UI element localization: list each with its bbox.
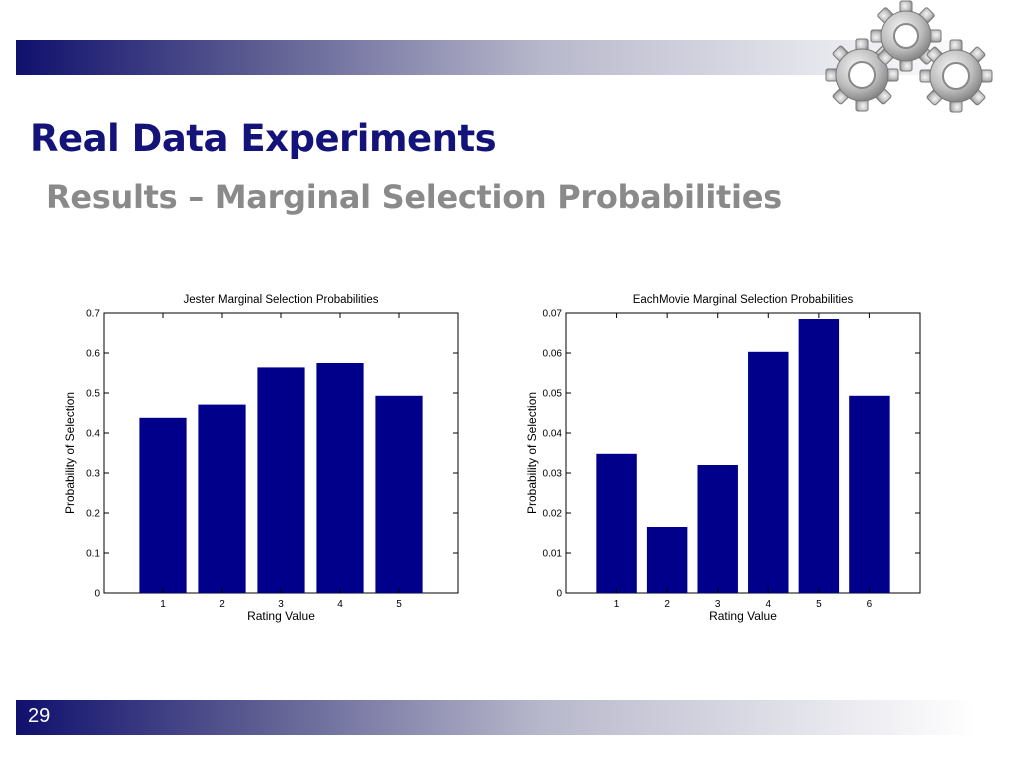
- y-tick-label: 0.01: [543, 549, 563, 560]
- x-tick-label: 3: [278, 599, 284, 610]
- x-tick-label: 3: [715, 599, 721, 610]
- page-number: 29: [28, 705, 51, 727]
- y-axis-label: Probability of Selection: [525, 392, 539, 514]
- x-tick-label: 1: [614, 599, 620, 610]
- x-axis-label: Rating Value: [709, 609, 777, 623]
- y-tick-label: 0.4: [86, 429, 100, 440]
- x-tick-label: 6: [867, 599, 873, 610]
- bar-rating-5: [798, 319, 840, 593]
- footer-band: [16, 700, 976, 735]
- slide-title: Real Data Experiments: [30, 117, 497, 160]
- y-tick-label: 0.06: [543, 349, 563, 360]
- bar-rating-4: [748, 351, 789, 593]
- y-tick-label: 0.04: [543, 429, 563, 440]
- y-tick-label: 0: [94, 589, 100, 600]
- bar-rating-5: [375, 395, 423, 593]
- x-tick-label: 4: [766, 599, 772, 610]
- x-tick-label: 2: [219, 599, 225, 610]
- y-tick-label: 0.6: [86, 349, 100, 360]
- y-tick-label: 0: [556, 589, 562, 600]
- x-tick-label: 4: [337, 599, 343, 610]
- header-band: [16, 40, 976, 75]
- x-axis-label: Rating Value: [247, 609, 315, 623]
- x-tick-label: 5: [816, 599, 822, 610]
- bar-rating-3: [697, 465, 738, 593]
- chart-title: Jester Marginal Selection Probabilities: [184, 294, 379, 306]
- jester-bar-chart: Jester Marginal Selection Probabilities 0…: [63, 294, 459, 623]
- slide-subtitle: Results – Marginal Selection Probabiliti…: [46, 178, 782, 216]
- x-tick-label: 2: [664, 599, 670, 610]
- y-axis-label: Probability of Selection: [63, 392, 77, 514]
- y-tick-label: 0.02: [543, 509, 563, 520]
- gears-icon: [825, 0, 993, 113]
- eachmovie-bar-chart: EachMovie Marginal Selection Probabiliti…: [525, 294, 921, 623]
- bar-rating-2: [198, 404, 246, 593]
- bar-rating-1: [596, 453, 637, 593]
- y-tick-label: 0.03: [543, 469, 563, 480]
- plot-frame: [565, 312, 921, 594]
- bar-rating-6: [849, 395, 890, 593]
- y-tick-label: 0.5: [86, 389, 100, 400]
- bar-rating-2: [646, 527, 688, 593]
- y-tick-label: 0.7: [86, 309, 100, 320]
- y-tick-label: 0.3: [86, 469, 100, 480]
- x-tick-label: 5: [396, 599, 402, 610]
- bar-rating-4: [316, 363, 364, 593]
- y-tick-label: 0.05: [543, 389, 563, 400]
- y-tick-label: 0.2: [86, 509, 100, 520]
- y-tick-label: 0.07: [543, 309, 563, 320]
- y-tick-label: 0.1: [86, 549, 100, 560]
- chart-title: EachMovie Marginal Selection Probabiliti…: [633, 294, 854, 306]
- bar-rating-3: [257, 367, 305, 593]
- x-tick-label: 1: [160, 599, 166, 610]
- bar-rating-1: [139, 417, 187, 593]
